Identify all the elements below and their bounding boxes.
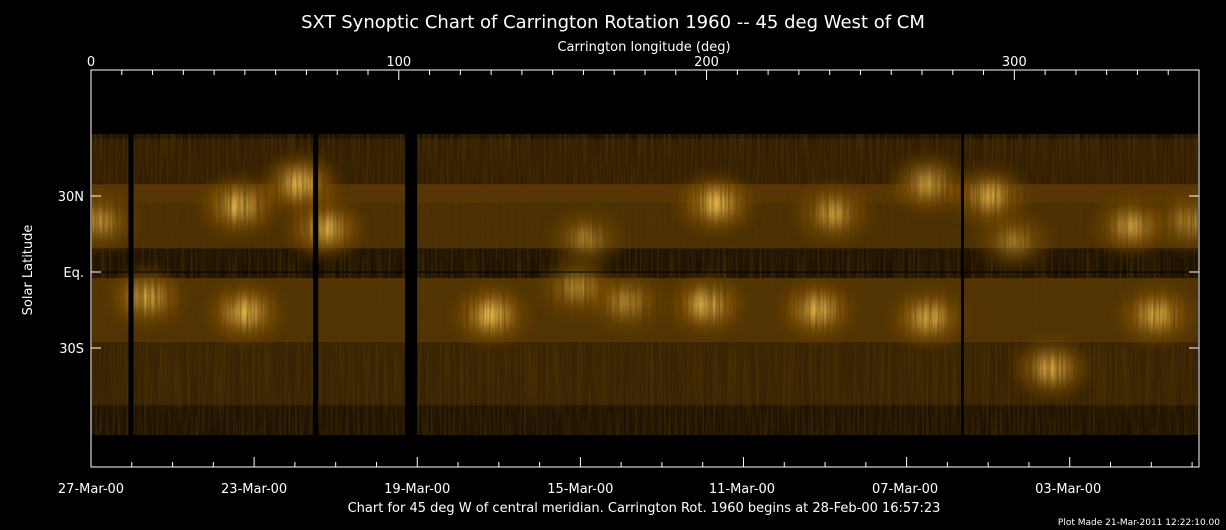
caption: Chart for 45 deg W of central meridian. … [348,501,941,516]
latitude-tick-label: 30S [59,342,84,357]
date-axis-tick-label: 15-Mar-00 [547,482,613,497]
top-axis-tick-label: 0 [87,55,95,70]
data-gap [961,134,965,435]
date-axis-tick-label: 27-Mar-00 [58,482,124,497]
latitude-axis-ticks: 30N Eq. 30S [58,190,1199,357]
top-axis-tick-label: 300 [1002,55,1027,70]
chart-title: SXT Synoptic Chart of Carrington Rotatio… [301,12,925,33]
y-axis-label: Solar Latitude [21,225,36,316]
data-gap [128,134,134,435]
data-gaps [128,134,965,435]
plot-made-stamp: Plot Made 21-Mar-2011 12:22:10.00 [1058,518,1220,528]
date-axis-ticks: 27-Mar-00 23-Mar-00 19-Mar-00 15-Mar-00 11-M… [58,457,1193,497]
latitude-tick-label: Eq. [63,266,84,281]
top-axis-tick-label: 200 [694,55,719,70]
map-texture [92,134,1198,435]
date-axis-tick-label: 11-Mar-00 [709,482,775,497]
data-gap [313,134,319,435]
date-axis-tick-label: 07-Mar-00 [872,482,938,497]
latitude-tick-label: 30N [58,190,84,205]
top-axis-label: Carrington longitude (deg) [557,40,730,55]
date-axis-tick-label: 03-Mar-00 [1035,482,1101,497]
top-axis-ticks: 0 100 200 300 [87,55,1200,80]
data-gap [405,134,418,435]
date-axis-tick-label: 19-Mar-00 [384,482,450,497]
date-axis-tick-label: 23-Mar-00 [221,482,287,497]
emission-map [92,134,1198,435]
top-axis-tick-label: 100 [386,55,411,70]
